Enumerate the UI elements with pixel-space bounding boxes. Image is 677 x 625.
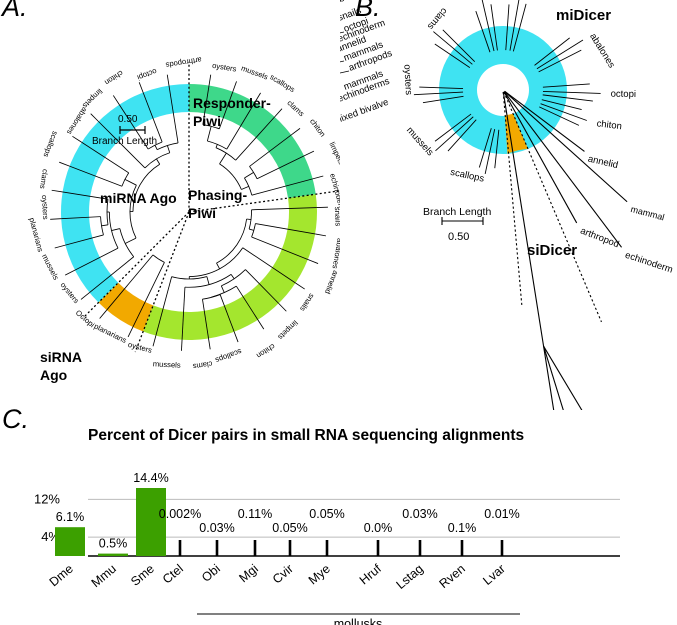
svg-text:0.05%: 0.05% bbox=[272, 521, 307, 535]
svg-text:chiton: chiton bbox=[596, 118, 623, 132]
svg-text:abalones: abalones bbox=[587, 32, 617, 71]
svg-text:0.03%: 0.03% bbox=[199, 521, 234, 535]
svg-text:mammal: mammal bbox=[630, 204, 666, 222]
svg-text:limpets: limpets bbox=[276, 318, 300, 341]
svg-text:0.11%: 0.11% bbox=[238, 507, 273, 521]
svg-text:Ctel: Ctel bbox=[160, 562, 186, 587]
svg-text:0.0%: 0.0% bbox=[364, 521, 393, 535]
svg-text:Obi: Obi bbox=[199, 562, 223, 585]
svg-text:snails: snails bbox=[298, 292, 316, 313]
svg-text:oysters: oysters bbox=[401, 64, 414, 95]
svg-text:scallops: scallops bbox=[449, 167, 485, 185]
svg-text:planarians: planarians bbox=[27, 217, 45, 253]
svg-text:Percent of Dicer pairs in smal: Percent of Dicer pairs in small RNA sequ… bbox=[88, 427, 524, 444]
svg-text:mollusks: mollusks bbox=[334, 617, 383, 625]
svg-text:Sme: Sme bbox=[128, 562, 157, 589]
svg-text:Piwi: Piwi bbox=[188, 205, 216, 221]
svg-text:oysters: oysters bbox=[59, 280, 82, 305]
svg-text:Mgi: Mgi bbox=[236, 562, 260, 586]
svg-text:Lstag: Lstag bbox=[393, 562, 425, 592]
svg-text:6.1%: 6.1% bbox=[56, 510, 85, 524]
svg-text:abalones: abalones bbox=[330, 238, 340, 270]
svg-text:Rven: Rven bbox=[437, 562, 468, 592]
svg-text:14.4%: 14.4% bbox=[133, 471, 168, 485]
svg-text:clams: clams bbox=[192, 359, 213, 371]
svg-text:scallops: scallops bbox=[41, 130, 59, 159]
svg-text:Piwi: Piwi bbox=[193, 113, 221, 129]
svg-text:Hruf: Hruf bbox=[357, 561, 384, 587]
svg-text:planarians: planarians bbox=[93, 322, 129, 346]
svg-text:Branch Length: Branch Length bbox=[92, 136, 157, 147]
svg-text:clams: clams bbox=[425, 5, 450, 31]
svg-text:mussels: mussels bbox=[40, 253, 61, 282]
svg-text:mussels: mussels bbox=[153, 359, 182, 370]
svg-text:oysters: oysters bbox=[212, 61, 238, 74]
svg-text:mussels: mussels bbox=[404, 125, 436, 158]
svg-text:Cvir: Cvir bbox=[270, 562, 296, 587]
svg-text:mussels: mussels bbox=[240, 64, 269, 82]
svg-text:miDicer: miDicer bbox=[556, 7, 611, 24]
svg-text:annelid: annelid bbox=[587, 154, 619, 172]
svg-text:Mye: Mye bbox=[306, 562, 333, 588]
svg-text:Mmu: Mmu bbox=[89, 562, 119, 591]
svg-text:0.50: 0.50 bbox=[118, 114, 138, 125]
svg-text:miRNA Ago: miRNA Ago bbox=[100, 190, 177, 206]
svg-text:annelid: annelid bbox=[323, 269, 340, 295]
svg-text:0.05%: 0.05% bbox=[309, 507, 344, 521]
svg-text:scallops: scallops bbox=[268, 72, 296, 94]
svg-text:echinoderm: echinoderm bbox=[624, 250, 675, 276]
svg-text:12%: 12% bbox=[34, 491, 60, 506]
svg-text:Responder-: Responder- bbox=[193, 95, 271, 111]
svg-text:Dme: Dme bbox=[47, 562, 76, 590]
svg-text:Lvar: Lvar bbox=[480, 562, 508, 588]
svg-text:octopi: octopi bbox=[136, 67, 158, 83]
svg-text:limpets: limpets bbox=[327, 141, 340, 167]
svg-text:clams: clams bbox=[38, 168, 50, 189]
svg-text:arthropods: arthropods bbox=[165, 55, 202, 70]
svg-text:clams: clams bbox=[285, 98, 306, 118]
svg-text:Branch Length: Branch Length bbox=[423, 206, 491, 218]
svg-text:arthropod: arthropod bbox=[579, 225, 621, 250]
svg-text:scallops: scallops bbox=[214, 347, 243, 365]
svg-text:Ago: Ago bbox=[40, 367, 67, 383]
svg-text:siDicer: siDicer bbox=[527, 242, 577, 259]
svg-text:siRNA: siRNA bbox=[40, 349, 82, 365]
svg-text:0.1%: 0.1% bbox=[448, 521, 477, 535]
svg-text:limpets: limpets bbox=[81, 87, 105, 111]
svg-text:oysters: oysters bbox=[127, 340, 153, 355]
svg-text:Phasing-: Phasing- bbox=[188, 187, 247, 203]
svg-text:0.5%: 0.5% bbox=[99, 537, 128, 551]
svg-text:octopi: octopi bbox=[611, 89, 636, 100]
svg-text:0.01%: 0.01% bbox=[484, 507, 519, 521]
svg-text:0.50: 0.50 bbox=[448, 231, 469, 243]
svg-text:chiton: chiton bbox=[103, 68, 125, 87]
svg-text:chiton: chiton bbox=[255, 342, 277, 360]
svg-text:oysters: oysters bbox=[40, 195, 50, 220]
svg-text:abalones: abalones bbox=[65, 106, 89, 137]
svg-text:snails: snails bbox=[333, 207, 340, 227]
svg-text:0.03%: 0.03% bbox=[402, 507, 437, 521]
svg-text:0.002%: 0.002% bbox=[159, 507, 201, 521]
svg-text:chiton: chiton bbox=[308, 117, 327, 139]
